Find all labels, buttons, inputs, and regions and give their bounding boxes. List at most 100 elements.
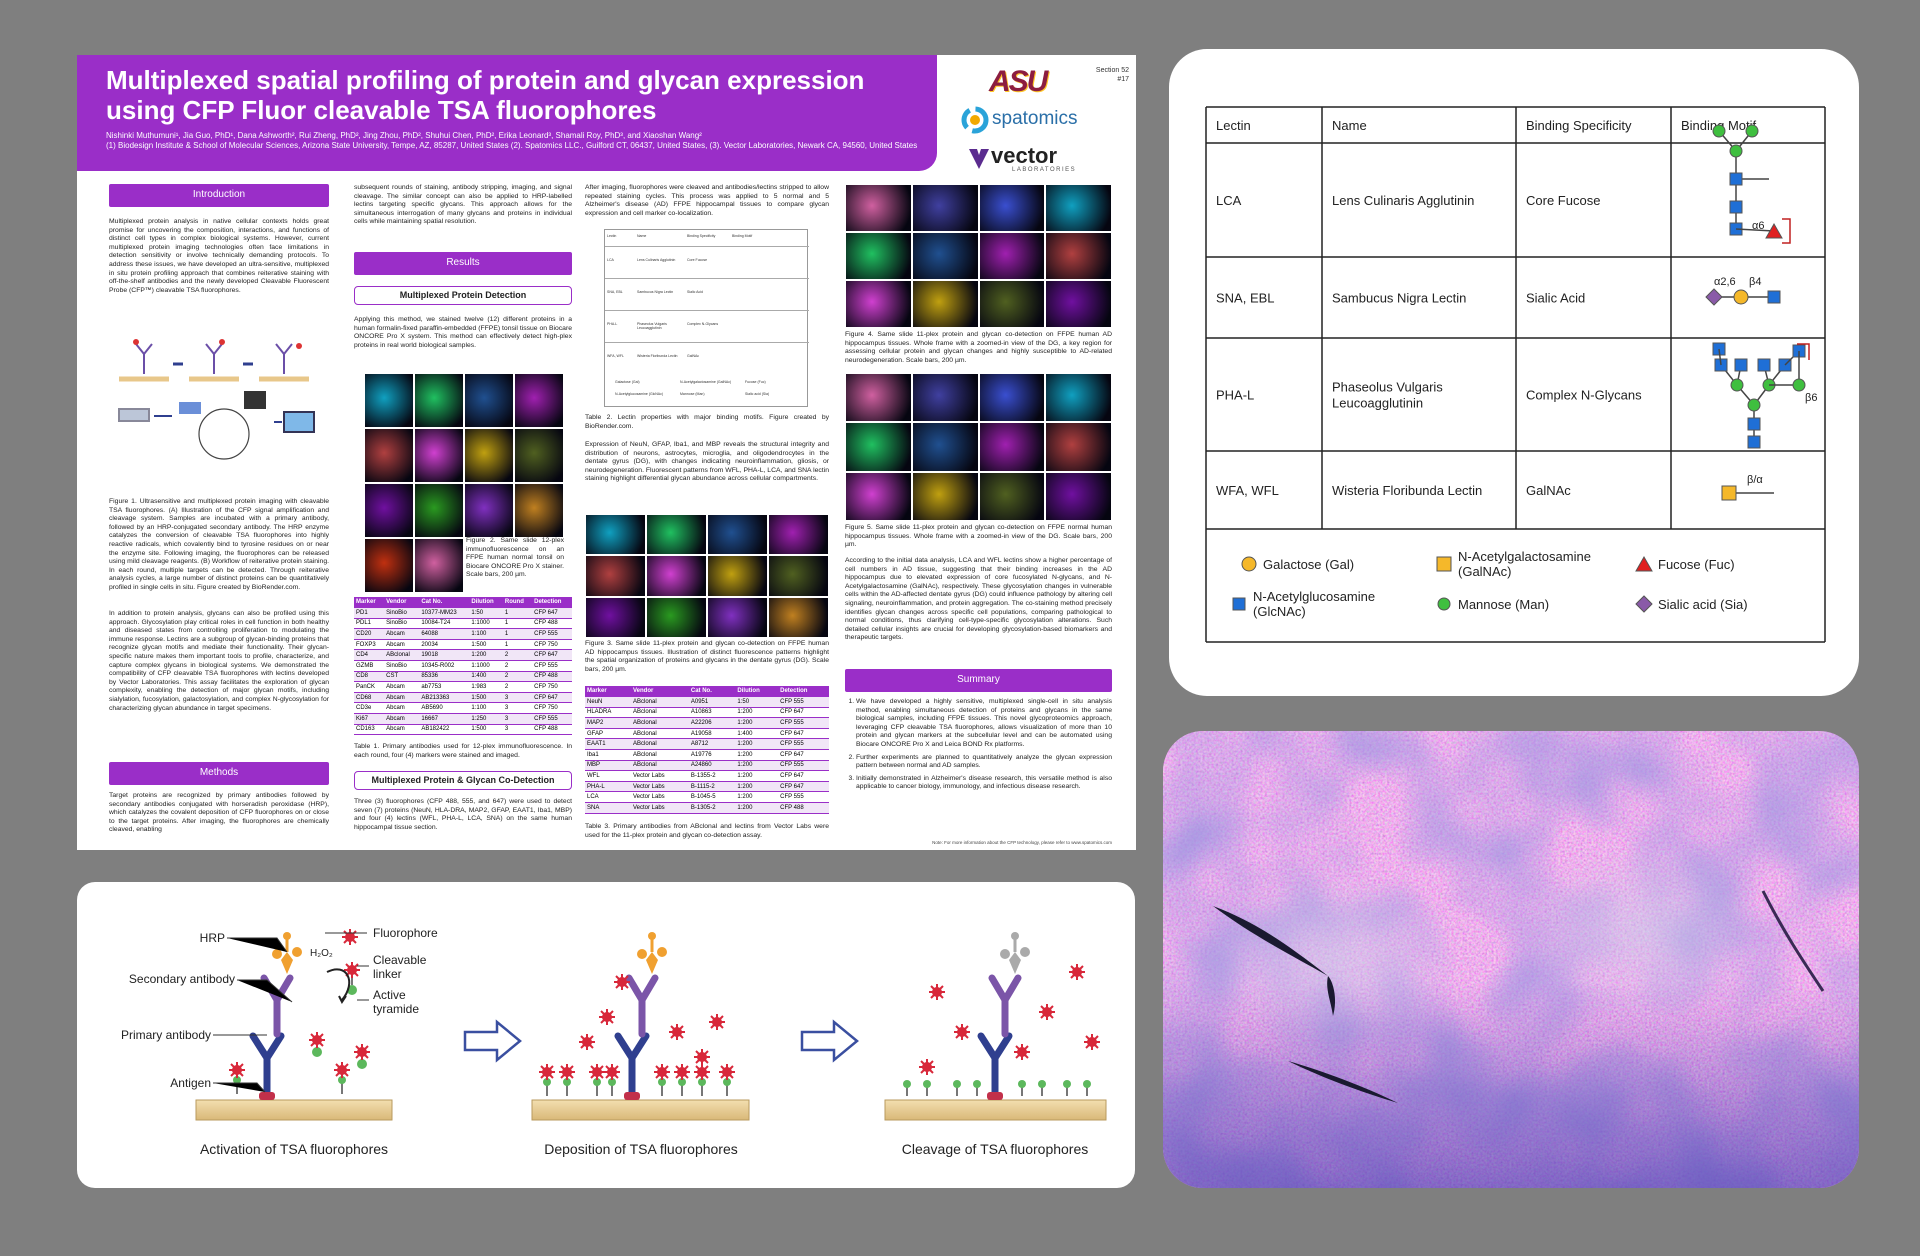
table-cell: WFA, WFL xyxy=(1216,483,1279,498)
legend-label: Mannose (Man) xyxy=(1458,597,1549,612)
section-heading: Introduction xyxy=(109,184,329,207)
summary-item: Further experiments are planned to quant… xyxy=(856,754,1112,771)
micrograph xyxy=(646,596,707,638)
table-cell: A0951 xyxy=(688,696,736,708)
micrograph xyxy=(978,471,1046,521)
table-cell: A24860 xyxy=(688,760,736,772)
table-caption: Table 2. Lectin properties with major bi… xyxy=(585,414,829,430)
tyramide xyxy=(1062,1079,1072,1097)
logo-vector-sub: LABORATORIES xyxy=(1012,167,1077,173)
legend-label: N-Acetylgalactosamine (GalNAc) xyxy=(1458,549,1591,579)
methods-text: subsequent rounds of staining, antibody … xyxy=(354,184,572,226)
bracket xyxy=(1797,343,1810,360)
table-cell: Abcam xyxy=(384,692,420,704)
micrograph xyxy=(464,428,514,483)
table-cell: 1 xyxy=(502,639,533,651)
table-cell: CFP 647 xyxy=(532,607,572,619)
table-cell: A19058 xyxy=(688,728,736,740)
motif-label: β6 xyxy=(1805,392,1817,404)
table-cell: 1 xyxy=(502,628,533,640)
section: Section 52 xyxy=(1095,67,1129,74)
table-cell: 1:50 xyxy=(735,696,779,708)
table-row: CD8 CST 85336 1:400 2 CFP 488 xyxy=(354,671,572,683)
galactose xyxy=(1733,289,1749,305)
mannose xyxy=(1745,124,1759,138)
motif-label: α2,6 xyxy=(1714,276,1736,288)
bond xyxy=(1718,348,1722,366)
table-cell: SNA xyxy=(585,802,631,814)
hrp xyxy=(1000,932,1030,974)
tyramide xyxy=(668,1023,686,1041)
table-row: NeuN ABclonal A0951 1:50 CFP 555 xyxy=(585,696,829,708)
table-cell: 3 xyxy=(502,713,533,725)
mini-header: Name xyxy=(637,234,647,238)
table-cell: 1 xyxy=(502,607,533,619)
table-cell: SNA, EBL xyxy=(1216,291,1275,306)
micrograph xyxy=(845,471,912,521)
table-header: Lectin xyxy=(1216,118,1251,133)
tyramide xyxy=(598,1008,616,1026)
table-cell: CFP 750 xyxy=(532,702,572,715)
micrograph xyxy=(646,555,707,597)
sialic-acid xyxy=(1635,595,1653,613)
micrograph xyxy=(845,184,912,232)
table-cell: CFP 647 xyxy=(778,749,829,761)
table-header: Vendor xyxy=(630,686,689,697)
table-cell: 10084-T24 xyxy=(419,618,470,630)
micrograph xyxy=(768,514,829,556)
table-cell: 2 xyxy=(502,660,533,672)
tyramide xyxy=(1037,1079,1047,1097)
micrograph xyxy=(646,514,707,556)
table-row: Iba1 ABclonal A19776 1:200 CFP 647 xyxy=(585,749,829,761)
table-cell: Iba1 xyxy=(585,749,631,761)
mini-legend: Galactose (Gal) xyxy=(615,380,640,384)
tyramide xyxy=(1082,1079,1092,1097)
table-cell: 1:200 xyxy=(735,760,779,772)
table-cell: Ki67 xyxy=(354,713,385,725)
table-header: Name xyxy=(1332,118,1367,133)
hrp xyxy=(635,930,669,976)
mini-cell: Lens Culinaris Agglutinin xyxy=(637,258,676,262)
micrograph xyxy=(845,422,912,472)
table-cell: 1:200 xyxy=(735,738,779,751)
micrograph xyxy=(585,596,646,638)
glcnac xyxy=(1747,417,1761,431)
table-cell: CFP 647 xyxy=(778,728,829,740)
table-cell: GFAP xyxy=(585,728,631,740)
table-row: EAAT1 ABclonal A8712 1:200 CFP 555 xyxy=(585,738,829,751)
micrograph xyxy=(585,555,646,597)
micrograph xyxy=(1045,232,1112,280)
tyramide xyxy=(953,1023,971,1041)
poster: Multiplexed spatial profiling of protein… xyxy=(77,55,1136,850)
analysis-text: According to the initial data analysis, … xyxy=(845,557,1112,642)
table-cell: 3 xyxy=(502,724,533,736)
mini-row-line xyxy=(605,278,809,279)
table-cell: SinoBio xyxy=(384,607,420,619)
figure-caption: Figure 2. Same slide 12-plex immunofluor… xyxy=(466,537,564,579)
poster-header xyxy=(77,55,937,171)
micrograph xyxy=(978,373,1046,423)
table-caption: Table 3. Primary antibodies from ABclona… xyxy=(585,823,829,839)
mini-legend: Fucose (Fuc) xyxy=(745,380,766,384)
table-header-row: Marker Vendor Cat No. Dilution Detection xyxy=(585,686,829,697)
mini-lectin-table: Lectin Name Binding Specificity Binding Mot… xyxy=(604,229,809,407)
tyramide xyxy=(613,973,631,991)
tyramide xyxy=(972,1079,982,1097)
mannose xyxy=(1729,144,1743,158)
motif-label: β4 xyxy=(1749,276,1761,288)
table-row: MAP2 ABclonal A22206 1:200 CFP 555 xyxy=(585,717,829,729)
label-tyramide: Active tyramide xyxy=(373,988,419,1016)
micrograph xyxy=(1045,373,1112,423)
tyramide xyxy=(1013,1043,1031,1061)
micrograph xyxy=(707,596,768,638)
motif-label: α6 xyxy=(1752,220,1764,232)
logo-spatomics: spatomics xyxy=(992,108,1078,129)
tyramide xyxy=(693,1048,711,1066)
table-header: Cat No. xyxy=(419,597,470,608)
table-1: Marker Vendor Cat No. Dilution Round Detectio… xyxy=(354,597,572,736)
glycan-text: In addition to protein analysis, glycans… xyxy=(109,610,329,712)
label-fluorophore: Fluorophore xyxy=(373,926,438,940)
micrograph xyxy=(978,280,1046,328)
table-cell: 1:200 xyxy=(735,802,779,814)
arrow xyxy=(463,1019,522,1063)
